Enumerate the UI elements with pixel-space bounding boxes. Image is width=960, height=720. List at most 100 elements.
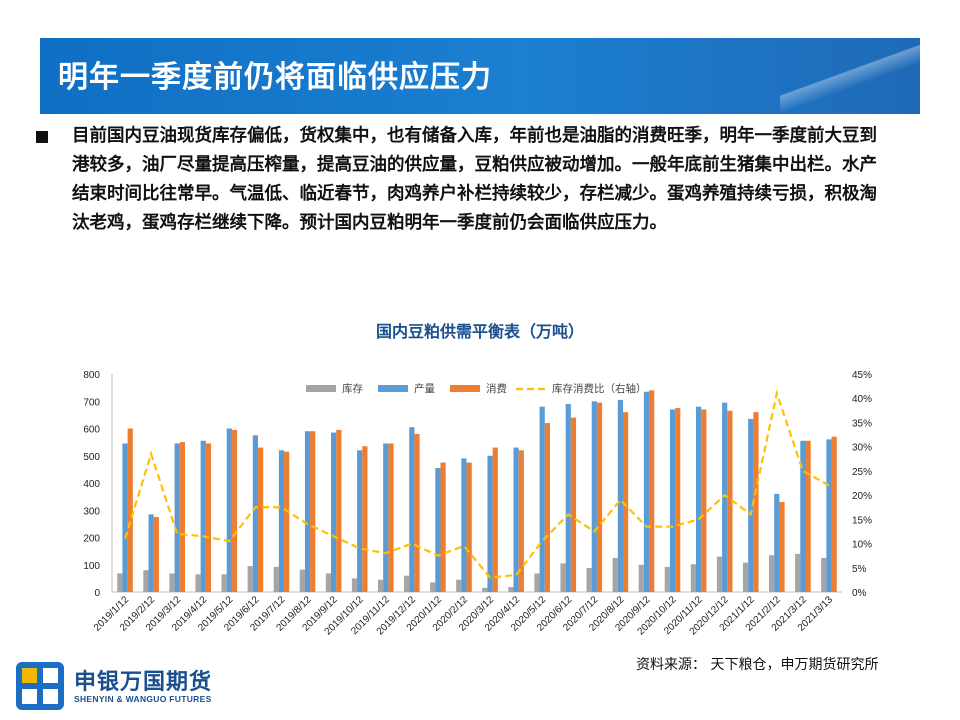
bar-consumption xyxy=(284,451,290,592)
bar-consumption xyxy=(727,410,733,592)
y-right-tick-label: 35% xyxy=(852,418,872,429)
bar-production xyxy=(800,440,806,592)
bar-consumption xyxy=(257,447,264,592)
legend-label: 库存消费比（右轴） xyxy=(552,382,647,395)
bar-production xyxy=(643,391,650,592)
bar-production xyxy=(148,514,154,592)
bar-consumption xyxy=(466,462,472,592)
logo-chinese-name: 申银万国期货 xyxy=(74,670,213,695)
bar-production xyxy=(409,427,415,592)
y-right-tick-label: 10% xyxy=(852,540,872,551)
bar-inventory xyxy=(821,557,827,592)
ratio-line xyxy=(123,389,830,579)
bar-consumption xyxy=(701,409,707,592)
bar-production xyxy=(774,493,780,592)
y-right-tick-label: 40% xyxy=(852,394,872,405)
bar-production xyxy=(174,443,180,592)
bar-consumption xyxy=(336,429,342,592)
bar-production xyxy=(826,439,832,592)
bar-inventory xyxy=(325,573,332,592)
y-right-tick-label: 20% xyxy=(852,491,872,502)
bar-production xyxy=(357,450,363,592)
bar-inventory xyxy=(430,582,436,592)
y-left-tick-label: 100 xyxy=(83,561,100,572)
legend-swatch xyxy=(450,385,480,392)
bar-production xyxy=(722,402,728,592)
bar-inventory xyxy=(482,587,488,592)
y-right-tick-label: 5% xyxy=(852,564,867,575)
bar-consumption xyxy=(675,408,681,592)
bar-consumption xyxy=(205,443,212,592)
bar-consumption xyxy=(622,412,629,592)
logo-mark-icon xyxy=(16,662,64,710)
bar-consumption xyxy=(153,517,159,592)
bar-consumption xyxy=(753,412,759,592)
bar-consumption xyxy=(596,402,603,592)
bar-consumption xyxy=(231,429,238,592)
bar-inventory xyxy=(273,566,279,592)
bar-consumption xyxy=(362,446,368,592)
y-left-tick-label: 200 xyxy=(83,534,100,545)
y-right-tick-label: 45% xyxy=(852,370,872,381)
body-paragraph: 目前国内豆油现货库存偏低，货权集中，也有储备入库，年前也是油脂的消费旺季，明年一… xyxy=(72,126,877,233)
bar-production xyxy=(617,399,623,592)
bar-consumption xyxy=(649,390,655,592)
bar-production xyxy=(304,431,311,592)
bar-inventory xyxy=(638,564,644,592)
bar-production xyxy=(487,455,493,592)
bar-inventory xyxy=(221,574,227,592)
bar-consumption xyxy=(831,436,837,592)
legend-swatch xyxy=(378,385,408,392)
y-left-tick-label: 500 xyxy=(83,452,100,463)
y-left-tick-label: 800 xyxy=(83,370,100,381)
bar-consumption xyxy=(544,423,550,592)
bar-inventory xyxy=(716,556,723,592)
bar-inventory xyxy=(690,564,697,592)
bar-production xyxy=(278,450,285,592)
page-title: 明年一季度前仍将面临供应压力 xyxy=(58,60,492,95)
bar-inventory xyxy=(560,563,566,592)
bar-production xyxy=(383,443,389,592)
bar-inventory xyxy=(586,568,592,592)
bar-inventory xyxy=(247,566,253,592)
bar-inventory xyxy=(117,573,123,592)
logo-english-name: SHENYIN & WANGUO FUTURES xyxy=(74,694,212,704)
bar-inventory xyxy=(795,553,801,592)
bar-production xyxy=(696,406,702,592)
bar-consumption xyxy=(388,443,394,592)
bar-inventory xyxy=(742,562,749,592)
y-left-tick-label: 400 xyxy=(83,479,100,490)
bar-production xyxy=(252,435,258,592)
bar-consumption xyxy=(779,502,785,592)
bar-inventory xyxy=(769,555,775,592)
y-right-tick-label: 25% xyxy=(852,467,872,478)
bar-production xyxy=(200,440,206,592)
bar-inventory xyxy=(351,578,358,592)
y-left-tick-label: 300 xyxy=(83,506,100,517)
bar-inventory xyxy=(508,587,514,592)
y-right-tick-label: 30% xyxy=(852,443,872,454)
y-left-tick-label: 600 xyxy=(83,425,100,436)
bar-production xyxy=(226,428,232,592)
bar-consumption xyxy=(805,440,811,592)
bar-inventory xyxy=(404,575,410,592)
bar-consumption xyxy=(518,450,524,592)
bullet-square-icon xyxy=(36,131,48,143)
bar-consumption xyxy=(310,431,316,592)
source-note: 资料来源： 天下粮仓，申万期货研究所 xyxy=(636,657,879,673)
bar-inventory xyxy=(456,579,462,592)
bar-production xyxy=(539,406,545,592)
bar-production xyxy=(669,409,676,592)
bar-inventory xyxy=(169,573,175,592)
bar-inventory xyxy=(143,570,149,592)
legend-label: 消费 xyxy=(486,382,507,395)
legend-label: 库存 xyxy=(342,382,363,395)
bar-consumption xyxy=(127,428,133,592)
bar-production xyxy=(122,443,128,592)
bar-production xyxy=(435,468,441,592)
y-left-tick-label: 700 xyxy=(83,397,100,408)
bar-production xyxy=(513,447,519,592)
bar-production xyxy=(565,403,571,592)
bar-consumption xyxy=(570,417,577,592)
y-right-tick-label: 15% xyxy=(852,515,872,526)
